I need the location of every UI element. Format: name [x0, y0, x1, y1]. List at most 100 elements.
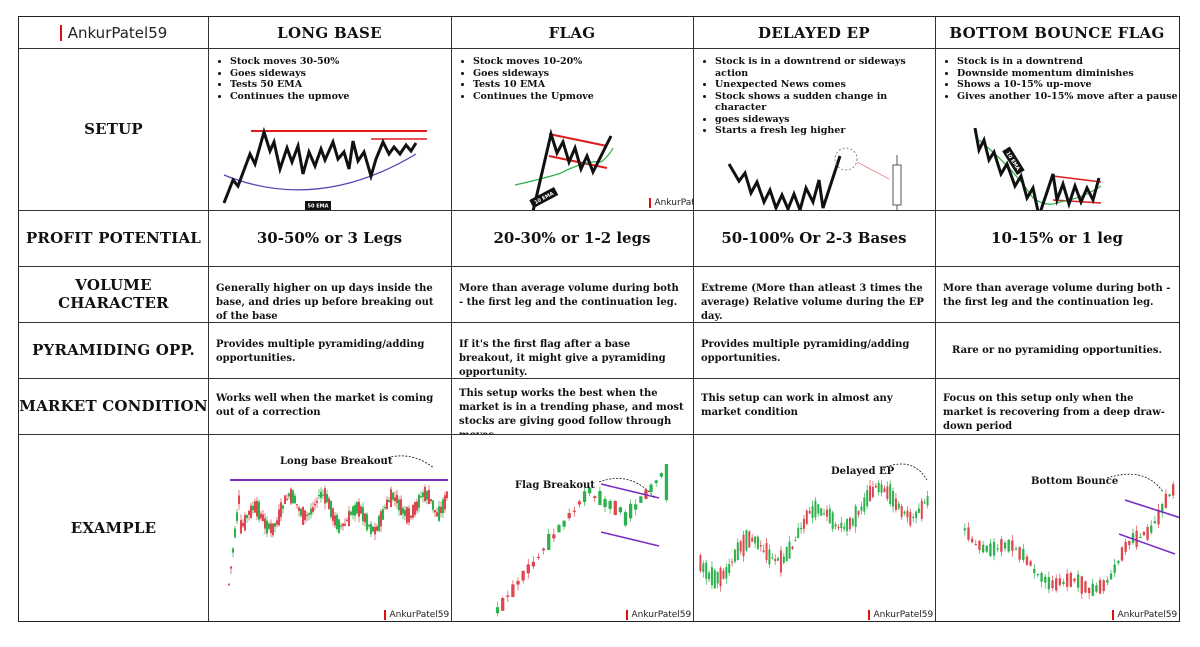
candle-body	[258, 501, 260, 520]
delayed-ep-diagram	[727, 147, 902, 210]
candle-body	[234, 528, 236, 538]
candle-body	[428, 489, 430, 504]
candle-body	[759, 544, 762, 547]
candle-body	[312, 507, 314, 512]
row-header-pyramiding: PYRAMIDING OPP.	[32, 341, 195, 359]
candle-body	[394, 497, 396, 501]
candle-body	[593, 496, 597, 499]
setup-long-base-cell: Stock moves 30-50% Goes sideways Tests 5…	[208, 48, 451, 210]
candle-body	[874, 485, 877, 488]
candle-body	[756, 536, 759, 549]
candle-body	[400, 499, 402, 516]
candle-body	[260, 513, 262, 519]
watermark-text: AnkurPatel59	[631, 610, 692, 620]
candle-body	[880, 484, 883, 493]
candle-body	[392, 492, 394, 500]
candle-body	[1047, 577, 1051, 590]
candle-body	[248, 510, 250, 515]
candle-body	[348, 511, 350, 527]
candle-body	[722, 570, 725, 579]
flag-upper-line	[1052, 175, 1102, 183]
candle-body	[805, 510, 808, 524]
candle-body	[406, 507, 408, 523]
candle-body	[236, 512, 238, 522]
candle-body	[1087, 587, 1091, 594]
ema-label-bg	[529, 187, 559, 209]
candle-body	[917, 508, 920, 513]
candle-body	[613, 500, 617, 515]
candle-body	[719, 567, 722, 587]
candle-body	[989, 543, 992, 557]
pyramiding-delayed-ep: Provides multiple pyramiding/adding oppo…	[701, 339, 910, 364]
candle-body	[416, 501, 418, 511]
setup-item: Tests 50 EMA	[230, 79, 451, 91]
example-annotation: Delayed EP	[831, 466, 895, 477]
column-divider	[935, 17, 936, 621]
candle-body	[536, 556, 541, 558]
column-header-delayed-ep: DELAYED EP	[758, 23, 870, 42]
candle-body	[831, 512, 834, 530]
candle-body	[342, 523, 344, 527]
candle-body	[352, 506, 354, 516]
candle-body	[344, 523, 346, 526]
watermark-text: AnkurPatel59	[873, 610, 934, 620]
candle-body	[1131, 533, 1135, 543]
candle-body	[322, 494, 324, 496]
market-long-base: Works well when the market is coming out…	[216, 393, 434, 418]
candle-body	[242, 522, 244, 527]
candle-body	[426, 491, 428, 500]
column-divider	[693, 17, 694, 621]
candle-body	[628, 503, 633, 519]
candle-body	[264, 518, 266, 529]
example-delayed-ep-cell: Delayed EP	[693, 434, 935, 621]
candle-body	[340, 525, 342, 527]
candle-body	[1098, 580, 1102, 594]
row-header-profit: PROFIT POTENTIAL	[25, 229, 202, 247]
candle-body	[794, 540, 797, 542]
candle-body	[332, 508, 334, 521]
brand-name: AnkurPatel59	[67, 23, 168, 42]
candle-body	[1161, 503, 1164, 513]
volume-bottom-bounce: More than average volume during both - t…	[943, 283, 1171, 308]
setup-item: Gives another 10-15% move after a pause	[957, 91, 1179, 103]
candle-body	[974, 543, 977, 546]
candle-body	[1117, 560, 1120, 564]
candle-body	[521, 570, 525, 581]
setup-item: Stock moves 10-20%	[473, 56, 693, 68]
candle-body	[278, 509, 280, 526]
candle-body	[886, 486, 889, 499]
candle-body	[618, 507, 623, 513]
setup-item: Shows a 10-15% up-move	[957, 79, 1179, 91]
candle-body	[326, 494, 328, 503]
candle-body	[396, 494, 398, 504]
candle-body	[754, 536, 757, 544]
candle-body	[739, 541, 742, 552]
setup-item: goes sideways	[715, 114, 935, 126]
candle-body	[430, 499, 432, 502]
annotation-arrow	[882, 463, 928, 481]
candle-body	[306, 514, 308, 517]
setup-item: Stock moves 30-50%	[230, 56, 451, 68]
candle-body	[705, 562, 708, 579]
candle-body	[240, 520, 242, 534]
candle-body	[386, 499, 388, 509]
ema-curve	[223, 153, 417, 191]
candle-body	[232, 548, 234, 553]
candle-body	[843, 526, 846, 530]
candle-body	[1044, 576, 1047, 583]
candle-body	[506, 595, 510, 597]
candle-body	[314, 503, 316, 506]
candle-body	[552, 534, 556, 539]
candle-body	[402, 508, 404, 514]
column-divider	[208, 17, 209, 621]
candle-body	[623, 512, 628, 526]
candle-body	[1124, 542, 1127, 552]
setup-item: Goes sideways	[230, 68, 451, 80]
candle-body	[354, 504, 356, 516]
candle-body	[811, 506, 814, 518]
candle-body	[382, 509, 384, 520]
example-annotation: Bottom Bounce	[1031, 476, 1118, 487]
row-divider	[19, 322, 1179, 323]
row-header-setup: SETUP	[84, 120, 143, 138]
market-bottom-bounce: Focus on this setup only when the market…	[943, 393, 1165, 432]
